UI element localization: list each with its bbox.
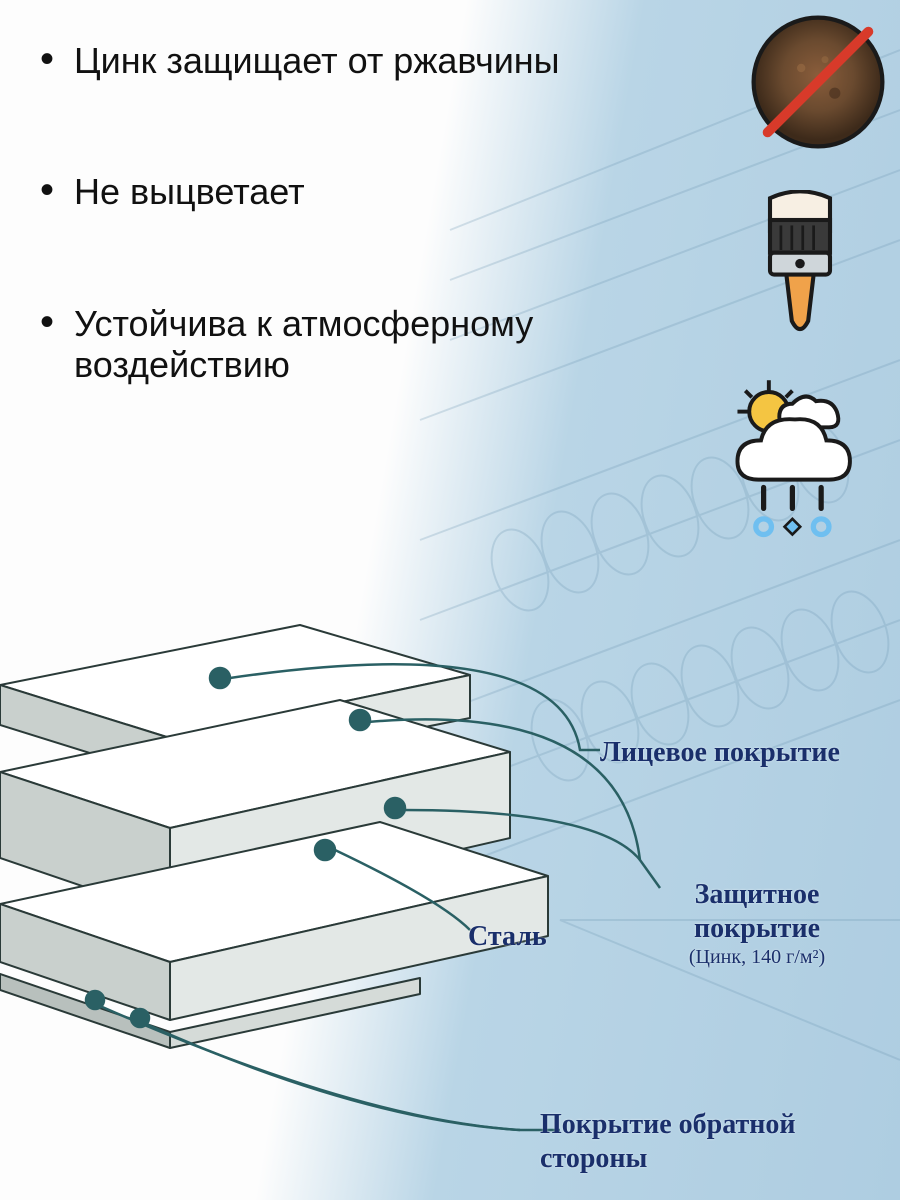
label-protective: Защитное покрытие (Цинк, 140 г/м²) — [642, 878, 872, 969]
feature-bullets: Цинк защищает от ржавчины Не выцветает У… — [40, 40, 740, 476]
label-text: Лицевое покрытие — [600, 737, 840, 768]
label-face-coating: Лицевое покрытие — [600, 736, 840, 770]
label-text: Защитное покрытие — [694, 879, 820, 944]
bullet-item: Устойчива к атмосферному воздействию — [40, 303, 740, 386]
bullet-item: Не выцветает — [40, 171, 740, 212]
no-rust-icon — [748, 12, 888, 152]
label-text: Сталь — [468, 921, 547, 952]
label-steel: Сталь — [468, 920, 547, 954]
label-subtext: (Цинк, 140 г/м²) — [642, 945, 872, 969]
label-back-coating: Покрытие обратной стороны — [540, 1108, 860, 1175]
paintbrush-icon — [740, 190, 860, 340]
weather-icon — [715, 375, 875, 545]
label-text: Покрытие обратной стороны — [540, 1109, 796, 1174]
bullet-item: Цинк защищает от ржавчины — [40, 40, 740, 81]
